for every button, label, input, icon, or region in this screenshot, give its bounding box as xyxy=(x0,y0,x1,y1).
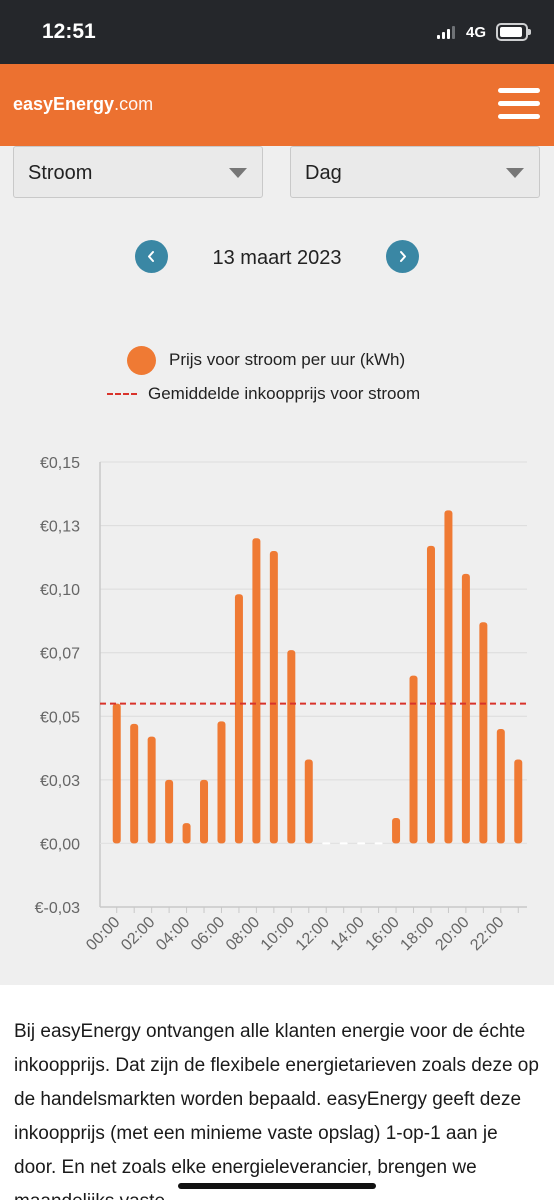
product-select-value: Stroom xyxy=(28,162,93,184)
legend-average-label[interactable]: Gemiddelde inkoopprijs voor stroom xyxy=(148,384,421,403)
hamburger-menu-icon[interactable] xyxy=(498,86,542,122)
bar-1900 xyxy=(444,510,453,844)
intro-paragraph: Bij easyEnergy ontvangen alle klanten en… xyxy=(14,1021,539,1200)
period-select-value: Dag xyxy=(305,162,342,184)
bar-1200 xyxy=(322,842,331,845)
product-select[interactable]: Stroom xyxy=(13,146,263,198)
legend-bars-label[interactable]: Prijs voor stroom per uur (kWh) xyxy=(169,350,406,369)
price-chart: €0,15 €0,13 €0,10 €0,07 €0,05 €0,03 €0,00 €-0,0… xyxy=(0,440,554,985)
bar-0400 xyxy=(182,823,191,844)
y-tick-label: €0,07 xyxy=(40,646,80,663)
legend-average-marker xyxy=(107,393,137,395)
logo-brand: easyEnergy xyxy=(13,94,115,114)
y-tick-label: €0,05 xyxy=(40,709,80,726)
bar-0100 xyxy=(130,723,139,844)
logo-tld: .com xyxy=(114,94,154,114)
next-day-button[interactable] xyxy=(386,240,419,273)
chevron-right-icon xyxy=(400,251,406,262)
bar-0300 xyxy=(165,779,174,844)
previous-day-button[interactable] xyxy=(135,240,168,273)
bar-0700 xyxy=(234,594,243,844)
y-tick-label: €0,15 xyxy=(40,455,80,472)
bar-0900 xyxy=(269,551,278,844)
chevron-down-icon xyxy=(229,168,247,178)
legend-bars-marker xyxy=(127,346,156,375)
y-tick-label: €-0,03 xyxy=(35,900,80,917)
chevron-down-icon xyxy=(506,168,524,178)
bar-2200 xyxy=(496,729,505,844)
bar-0000 xyxy=(112,703,121,844)
bar-1400 xyxy=(357,842,366,845)
bar-0600 xyxy=(217,721,226,844)
bar-1800 xyxy=(426,545,435,844)
bar-2300 xyxy=(514,759,523,844)
chevron-left-icon xyxy=(148,251,154,262)
status-time: 12:51 xyxy=(42,20,96,43)
signal-icon xyxy=(437,26,455,39)
battery-icon xyxy=(496,23,531,41)
logo[interactable]: easyEnergy.com xyxy=(13,94,153,115)
app-header: easyEnergy.com xyxy=(0,64,554,146)
bar-0200 xyxy=(147,736,156,844)
bar-1000 xyxy=(287,650,296,844)
period-select[interactable]: Dag xyxy=(290,146,540,198)
bar-0500 xyxy=(200,779,209,844)
bar-0800 xyxy=(252,538,261,844)
y-tick-label: €0,03 xyxy=(40,773,80,790)
y-tick-label: €0,10 xyxy=(40,582,80,599)
bar-2100 xyxy=(479,622,488,844)
bar-2000 xyxy=(461,573,470,844)
network-type: 4G xyxy=(466,24,487,41)
y-tick-label: €0,13 xyxy=(40,519,80,536)
y-tick-label: €0,00 xyxy=(40,836,80,853)
selected-date: 13 maart 2023 xyxy=(212,247,342,269)
bar-1600 xyxy=(392,818,401,844)
bar-1700 xyxy=(409,675,418,844)
home-indicator xyxy=(178,1183,376,1189)
bar-1100 xyxy=(304,759,313,844)
status-bar: 12:51 4G xyxy=(0,0,554,64)
bar-1300 xyxy=(339,842,348,845)
bar-1500 xyxy=(374,842,383,845)
intro-section: Bij easyEnergy ontvangen alle klanten en… xyxy=(0,985,554,1200)
